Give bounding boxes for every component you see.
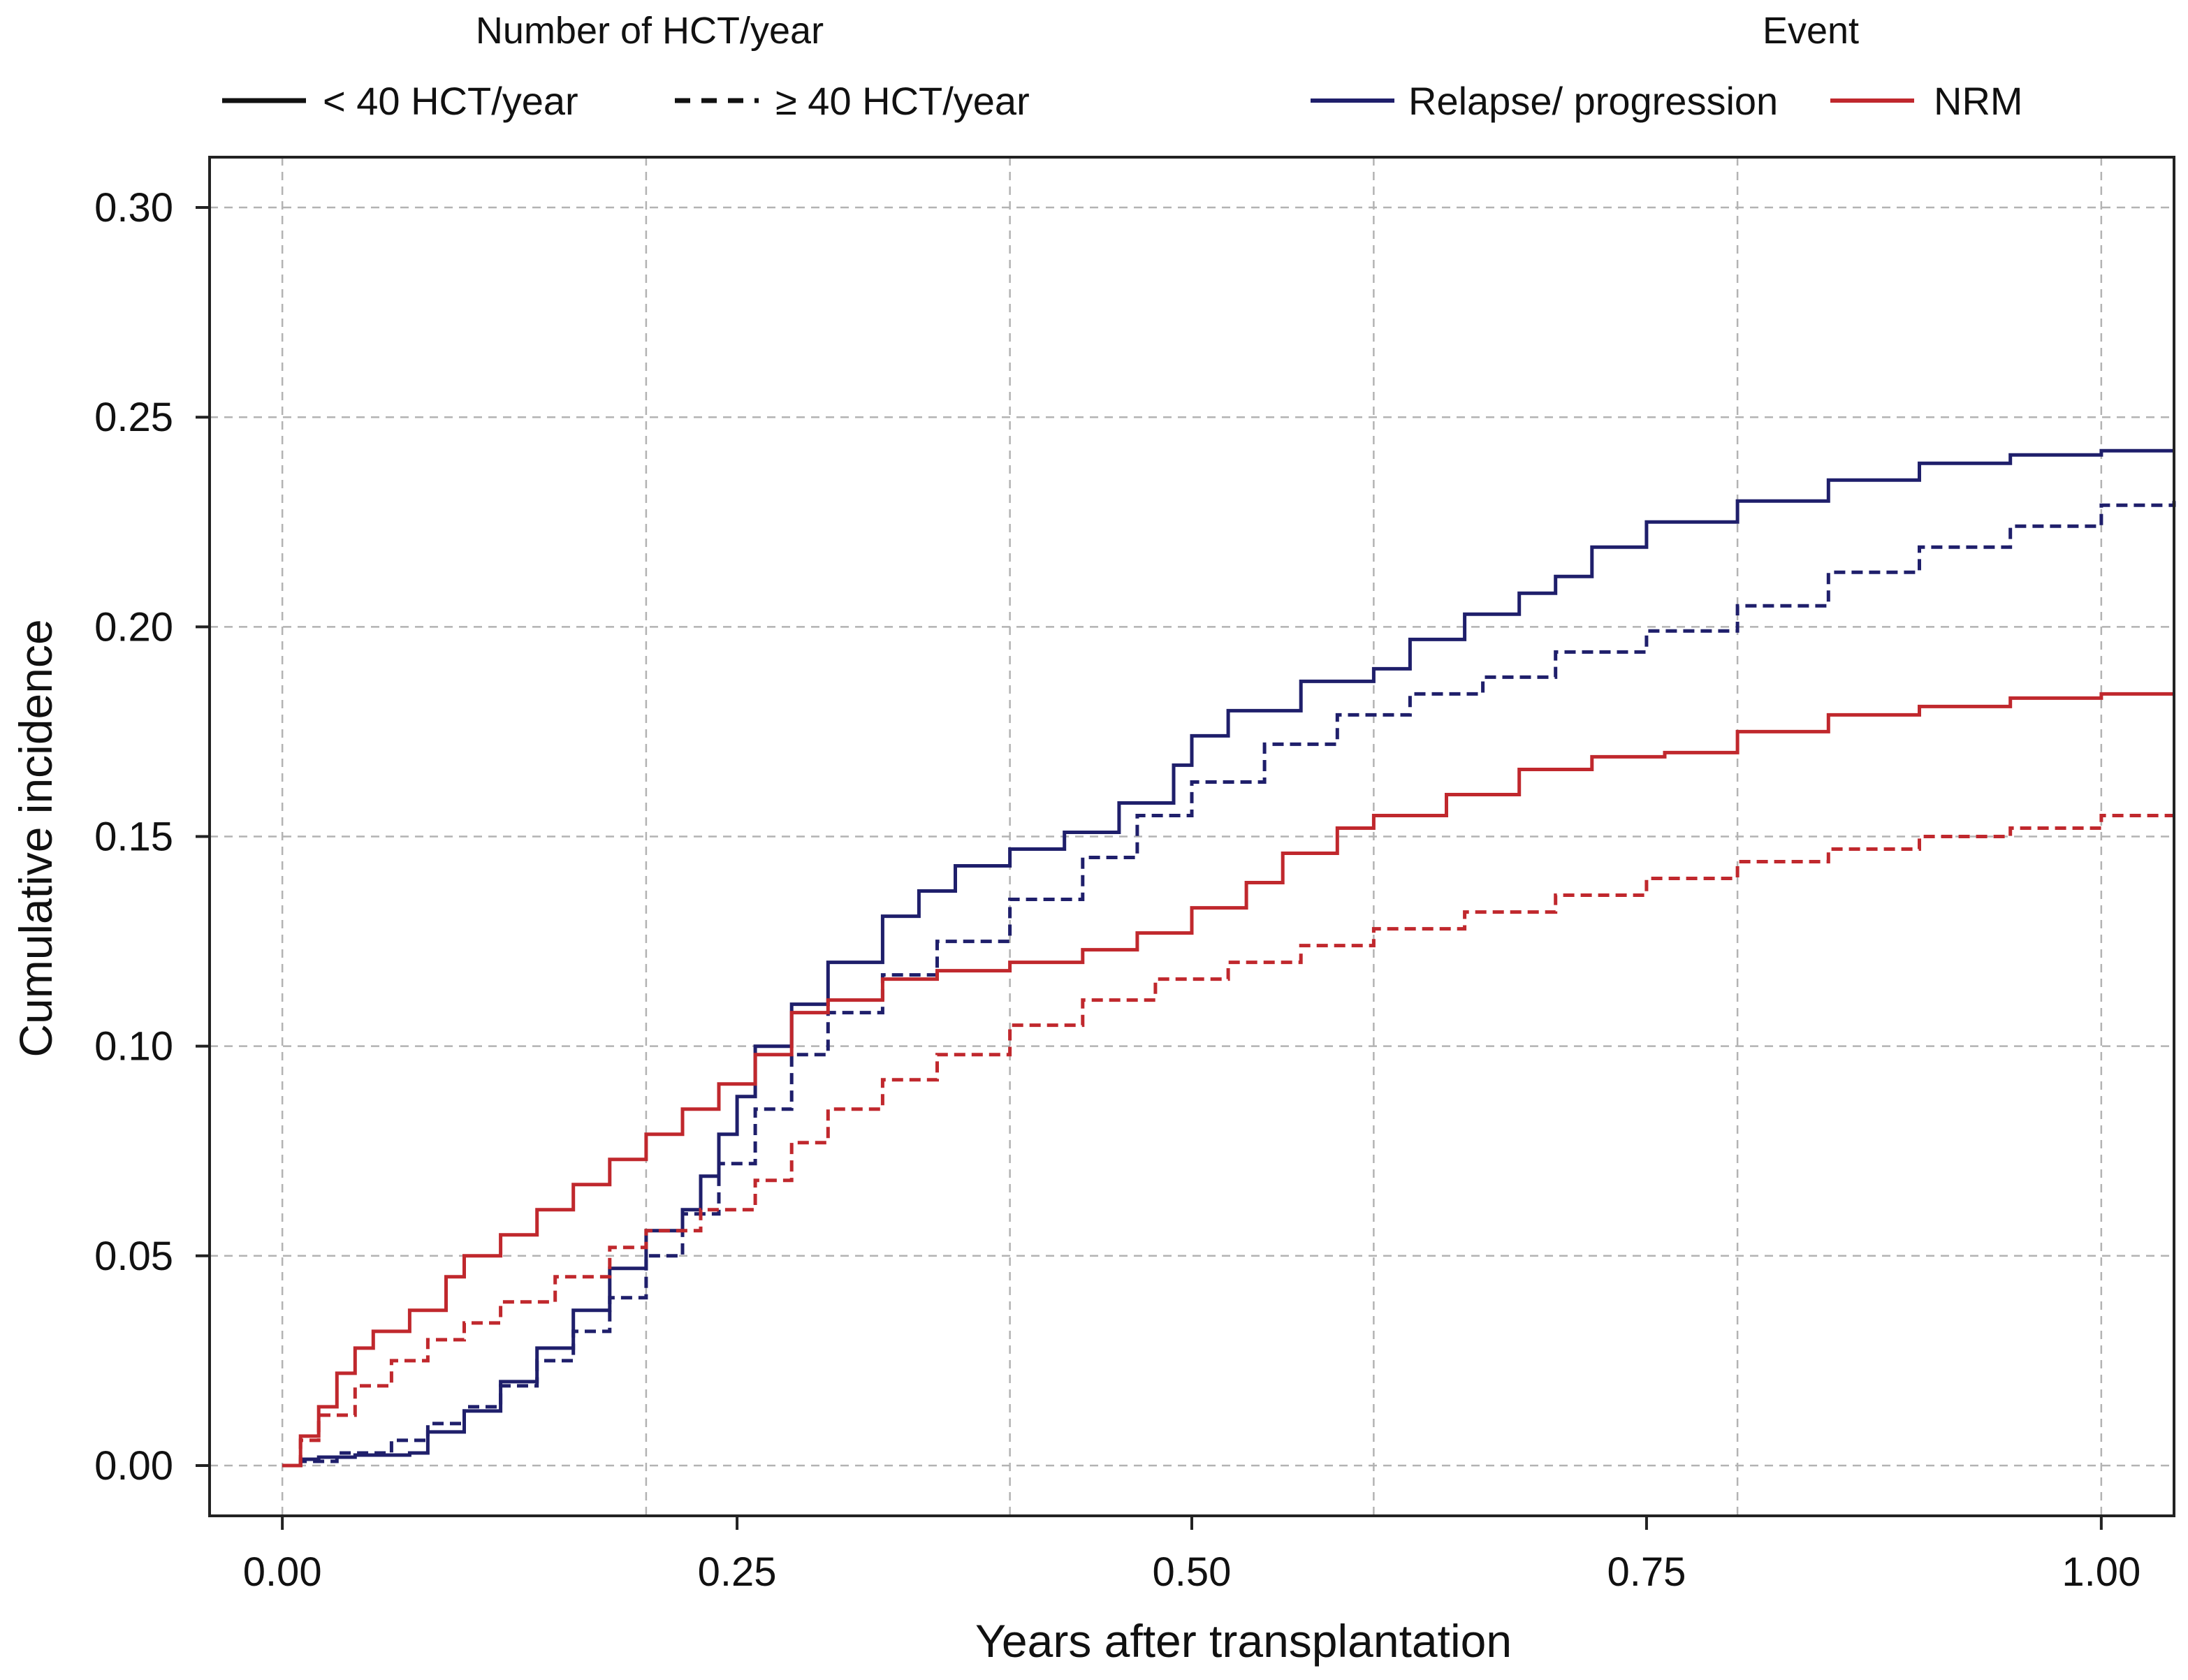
legend-title-event: Event: [1763, 10, 1859, 52]
x-tick-label-3: 0.75: [1607, 1549, 1686, 1595]
legend-group-hct: Number of HCT/year < 40 HCT/year ≥ 40 HC…: [222, 10, 1030, 123]
y-tick-label-5: 0.25: [94, 395, 173, 440]
x-axis: 0.00 0.25 0.50 0.75 1.00: [243, 1516, 2140, 1595]
x-tick-label-0: 0.00: [243, 1549, 322, 1595]
legend-label-relapse: Relapse/ progression: [1408, 79, 1778, 123]
y-axis: 0.00 0.05 0.10 0.15 0.20 0.25 0.30: [94, 185, 210, 1489]
series-line-3: [282, 814, 2174, 1468]
legend-label-lt40: < 40 HCT/year: [323, 79, 578, 123]
legend-label-ge40: ≥ 40 HCT/year: [775, 79, 1030, 123]
y-tick-label-2: 0.10: [94, 1024, 173, 1069]
series-lines: [282, 448, 2176, 1468]
series-line-0: [282, 448, 2174, 1468]
x-tick-label-4: 1.00: [2062, 1549, 2140, 1595]
y-tick-label-0: 0.00: [94, 1443, 173, 1489]
legend-title-hct: Number of HCT/year: [476, 10, 824, 52]
legend-group-event: Event Relapse/ progression NRM: [1311, 10, 2023, 123]
legend: Number of HCT/year < 40 HCT/year ≥ 40 HC…: [222, 10, 2023, 123]
x-tick-label-1: 0.25: [698, 1549, 777, 1595]
series-line-2: [282, 692, 2174, 1468]
legend-label-nrm: NRM: [1934, 79, 2023, 123]
y-axis-title: Cumulative incidence: [10, 619, 61, 1057]
x-tick-label-2: 0.50: [1153, 1549, 1232, 1595]
y-tick-label-1: 0.05: [94, 1234, 173, 1279]
grid: [210, 157, 2174, 1516]
y-tick-label-3: 0.15: [94, 815, 173, 860]
y-tick-label-6: 0.30: [94, 185, 173, 231]
x-axis-title: Years after transplantation: [975, 1615, 1512, 1667]
series-line-1: [282, 501, 2176, 1468]
y-tick-label-4: 0.20: [94, 604, 173, 650]
